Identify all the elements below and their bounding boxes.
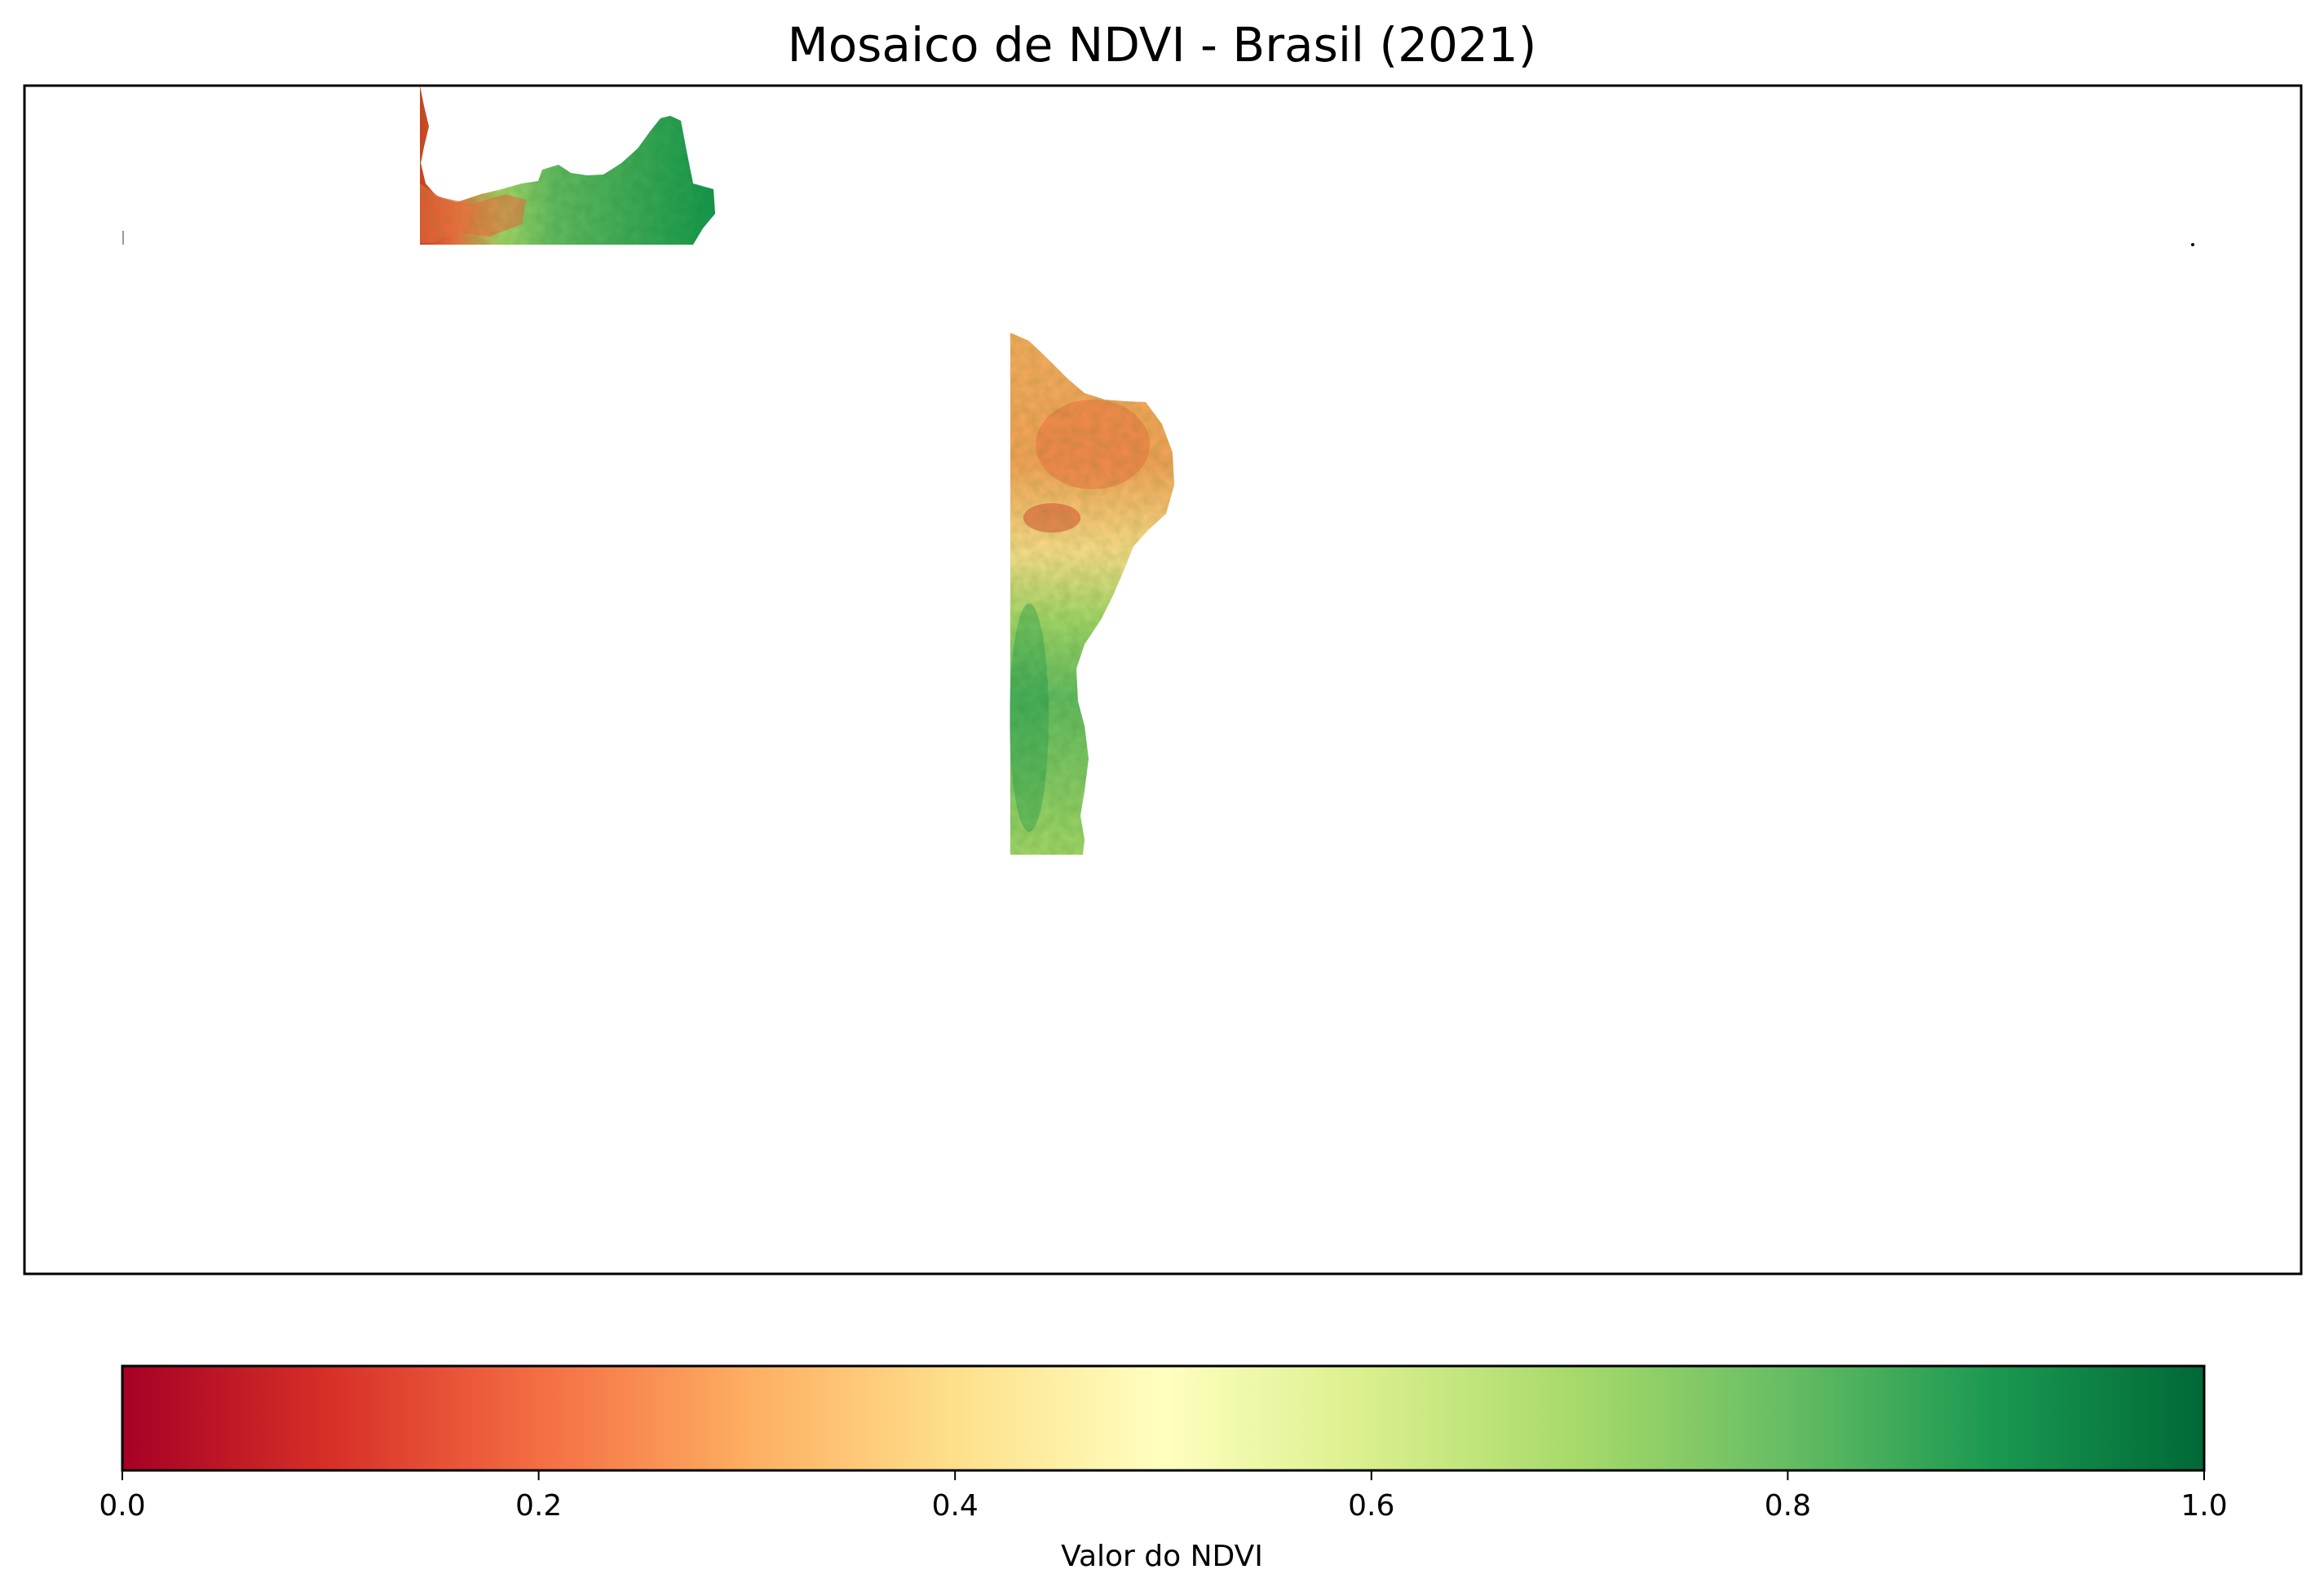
northeast-green-patch [1010,603,1049,832]
northeast-dry-patch [1023,503,1080,533]
colorbar-tick-label: 0.2 [515,1489,562,1523]
map-frame [23,84,2303,1275]
north-ndvi-tile [420,86,715,245]
map-artifact-right [2191,243,2194,246]
north-red-patch [420,183,526,243]
colorbar-tick-label: 0.8 [1765,1489,1811,1523]
colorbar [121,1364,2206,1472]
colorbar-tick-label: 0.0 [99,1489,145,1523]
colorbar-tick-label: 1.0 [2180,1489,2227,1523]
colorbar-label: Valor do NDVI [1061,1540,1263,1573]
colorbar-tick-label: 0.6 [1348,1489,1394,1523]
chart-title: Mosaico de NDVI - Brasil (2021) [788,17,1537,73]
colorbar-tick-label: 0.4 [932,1489,979,1523]
colorbar-ticks: 0.0 0.2 0.4 0.6 0.8 1.0 [99,1470,2228,1523]
northeast-dry-patch [1036,400,1150,489]
northeast-ndvi-tile [1010,333,1174,855]
